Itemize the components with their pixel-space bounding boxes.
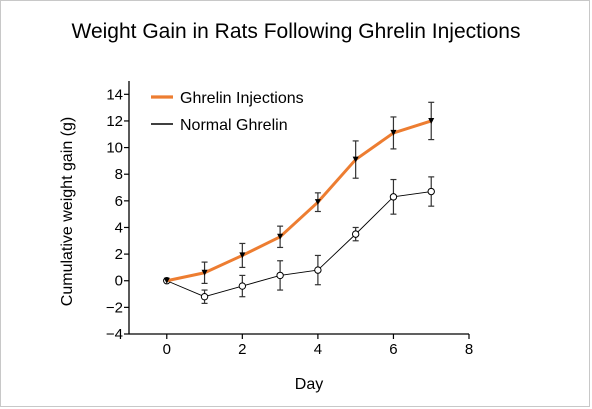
legend-label: Normal Ghrelin — [180, 117, 288, 134]
x-axis-label: Day — [295, 376, 323, 393]
data-point — [428, 117, 435, 124]
data-point — [277, 233, 284, 240]
x-tick-label: 4 — [314, 341, 322, 358]
y-tick-label: 0 — [115, 273, 123, 290]
chart-title: Weight Gain in Rats Following Ghrelin In… — [71, 20, 521, 43]
chart-axes — [128, 81, 469, 335]
series-line — [166, 119, 432, 283]
legend-label: Ghrelin Injections — [180, 90, 304, 107]
data-point — [390, 129, 397, 136]
data-point — [200, 293, 209, 301]
data-point — [314, 266, 322, 274]
y-tick-label: 8 — [115, 166, 123, 183]
data-point — [276, 271, 284, 280]
x-tick-label: 2 — [238, 341, 246, 358]
data-point — [163, 277, 170, 284]
series-normal-ghrelin — [163, 176, 435, 304]
chart-ticks: 0 2 4 6 8 −4 −2 0 2 4 6 8 10 12 14 — [106, 86, 473, 358]
data-point — [427, 187, 435, 196]
x-tick-label: 6 — [389, 341, 397, 358]
x-tick-label: 0 — [163, 341, 171, 358]
y-tick-label: 14 — [106, 86, 123, 103]
y-axis-label: Cumulative weight gain (g) — [59, 117, 76, 306]
chart-legend: Ghrelin Injections Normal Ghrelin — [151, 90, 304, 134]
y-tick-label: 6 — [115, 193, 123, 210]
y-tick-label: 4 — [115, 219, 123, 236]
y-tick-label: 2 — [115, 246, 123, 263]
data-point — [389, 193, 398, 201]
series-ghrelin-injections — [163, 101, 435, 284]
data-point — [352, 156, 359, 163]
series-line — [166, 191, 432, 298]
data-point — [201, 269, 208, 276]
data-point — [239, 252, 246, 259]
y-tick-label: 12 — [106, 113, 123, 130]
data-point — [238, 282, 247, 290]
y-tick-label: −2 — [106, 299, 123, 316]
y-tick-label: −4 — [106, 326, 123, 343]
data-point — [351, 230, 360, 238]
x-tick-label: 8 — [465, 341, 473, 358]
data-point — [314, 199, 321, 206]
y-tick-label: 10 — [106, 140, 123, 157]
chart-series — [163, 101, 435, 304]
